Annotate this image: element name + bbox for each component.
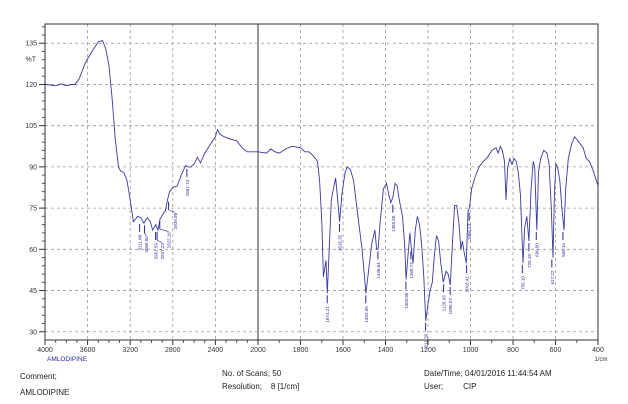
- peak-label: 3066.00: [143, 225, 149, 253]
- peak-value: 1018.41: [465, 276, 470, 293]
- peak-label: 2961.59: [154, 232, 159, 259]
- x-tick-label: 600: [550, 347, 562, 354]
- y-axis-label: %T: [26, 57, 37, 64]
- peak-label: 1616.35: [338, 223, 343, 251]
- spectrum-line: [44, 39, 599, 321]
- x-tick-label: 1000: [463, 347, 479, 354]
- peak-label: 565.14: [561, 232, 566, 257]
- date-time: Date/Time; 04/01/2016 11:44:54 AM: [424, 369, 552, 378]
- peak-value: 617.22: [550, 270, 555, 284]
- comment-value: AMLODIPINE: [20, 388, 70, 397]
- y-tick-label: 90: [29, 164, 37, 171]
- peak-label: 2839.86: [168, 201, 178, 229]
- user: User; CIP: [424, 382, 477, 391]
- peak-value: 1435.64: [376, 262, 381, 279]
- peak-value: 1095.57: [448, 298, 453, 315]
- peak-value: 1280.73: [409, 262, 414, 279]
- peak-leader: [159, 228, 169, 232]
- peak-label: 1674.21: [325, 295, 330, 323]
- y-tick-label: 60: [29, 247, 37, 254]
- peak-value: 690.50: [534, 243, 539, 257]
- peak-label: 1126.43: [442, 284, 447, 311]
- peak-label: 1435.64: [376, 251, 381, 279]
- peak-value: 2922.16: [167, 232, 172, 249]
- x-tick-label: 2400: [208, 347, 224, 354]
- peak-label: 1365.60: [391, 204, 396, 232]
- x-tick-label: 2000: [250, 347, 266, 354]
- y-tick-label: 105: [25, 123, 37, 130]
- peak-value: 2961.59: [154, 243, 159, 260]
- peak-label: 2947.23: [156, 232, 165, 260]
- x-tick-label: 3600: [80, 347, 96, 354]
- x-axis-label: 1/cm: [594, 357, 607, 363]
- peak-label: 1006.13: [467, 212, 472, 240]
- peak-value: 1006.13: [467, 223, 472, 240]
- peak-value: 2839.86: [173, 212, 178, 229]
- y-tick-label: 135: [25, 41, 37, 48]
- peak-leader: [144, 233, 147, 236]
- peak-value: 2667.74: [185, 179, 190, 196]
- peak-label: 1095.57: [448, 287, 453, 314]
- peak-leader: [156, 239, 163, 243]
- peak-value: 2947.23: [160, 243, 165, 260]
- plot-frame: [44, 23, 599, 341]
- peak-value: 1674.21: [325, 306, 330, 323]
- peak-label: 725.18: [527, 243, 532, 268]
- scans-count: No. of Scans; 50: [222, 369, 282, 378]
- comment-label: Comment;: [20, 372, 57, 381]
- x-tick-label: 800: [507, 347, 519, 354]
- peak-label: 2667.74: [185, 168, 190, 196]
- peak-label: 756.10: [520, 265, 525, 290]
- peak-label: 3111.80: [138, 223, 143, 250]
- peak-label: 1018.41: [465, 265, 470, 292]
- peak-value: 1211.30: [424, 333, 429, 349]
- peak-value: 3111.80: [138, 234, 143, 250]
- peak-label: 2922.16: [159, 221, 172, 249]
- x-tick-label: 4000: [37, 347, 53, 354]
- y-tick-label: 75: [29, 206, 37, 213]
- peak-label: 617.22: [550, 259, 555, 284]
- x-tick-label: 1400: [378, 347, 394, 354]
- peak-value: 1492.90: [364, 306, 369, 323]
- x-tick-label: 1600: [335, 347, 351, 354]
- sample-label: AMLODIPINE: [47, 356, 88, 363]
- peak-value: 725.18: [527, 254, 532, 268]
- peak-value: 756.10: [520, 276, 525, 290]
- x-tick-label: 1200: [420, 347, 436, 354]
- peak-value: 1365.60: [391, 215, 396, 232]
- x-tick-label: 1800: [293, 347, 309, 354]
- peak-value: 1616.35: [338, 234, 343, 251]
- peak-value: 1303.88: [404, 292, 409, 309]
- peak-value: 3066.00: [144, 236, 149, 253]
- peak-value: 565.14: [561, 243, 566, 257]
- x-tick-label: 400: [592, 347, 604, 354]
- peak-label: 1492.90: [364, 295, 369, 323]
- y-tick-label: 30: [29, 329, 37, 336]
- peak-leader: [168, 209, 176, 213]
- y-tick-label: 120: [25, 82, 37, 89]
- x-tick-label: 3200: [122, 347, 138, 354]
- y-tick-label: 45: [29, 288, 37, 295]
- peak-label: 1303.88: [404, 281, 409, 309]
- peak-label: 1211.30: [424, 322, 429, 350]
- peak-value: 1126.43: [442, 295, 447, 311]
- peak-label: 690.50: [534, 232, 539, 257]
- resolution: Resolution; 8 [1/cm]: [222, 382, 300, 391]
- x-tick-label: 2800: [165, 347, 181, 354]
- peak-label: 1280.73: [409, 251, 414, 279]
